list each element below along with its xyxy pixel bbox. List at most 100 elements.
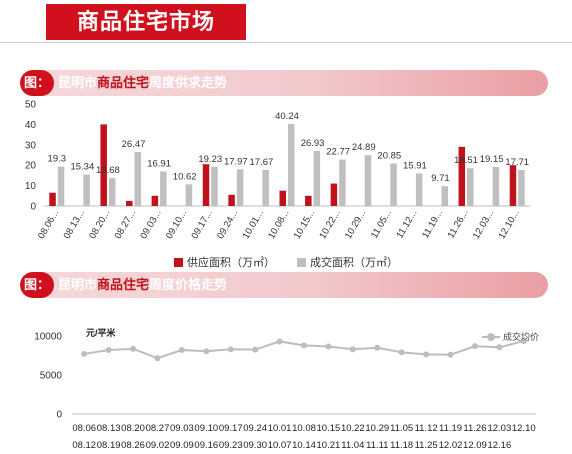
price-point — [374, 344, 381, 351]
x-tick-label-end: 12.02 — [439, 440, 463, 451]
price-point — [276, 338, 283, 345]
transaction-data-label: 26.93 — [301, 138, 325, 149]
supply-bar — [458, 146, 466, 206]
transaction-data-label: 17.67 — [250, 157, 274, 168]
x-tick-label-start: 08.06 — [72, 423, 96, 434]
x-tick-label-end: 08.12 — [72, 440, 96, 451]
transaction-bar — [492, 166, 500, 206]
legend-swatch-supply — [174, 257, 183, 267]
transaction-data-label: 19.3 — [48, 154, 67, 165]
price-point — [203, 348, 210, 355]
supply-bar — [279, 190, 286, 206]
transaction-bar — [415, 173, 423, 206]
legend-item-transaction: 成交面积（万㎡） — [297, 254, 398, 270]
x-tick-label-start: 11.12 — [415, 423, 438, 434]
supply-demand-bar-chart: 0102030405019.308.06...15.3408.13...13.6… — [25, 100, 530, 241]
supply-bar — [49, 192, 56, 206]
transaction-data-label: 13.68 — [96, 165, 120, 176]
transaction-bar — [185, 184, 193, 206]
title-highlight: 商品住宅 — [97, 277, 150, 292]
section-badge: 图： — [20, 272, 54, 298]
transaction-bar — [134, 152, 142, 206]
price-section-title: 昆明市商品住宅周度价格走势 — [58, 272, 227, 298]
x-tick-label-end: 09.09 — [170, 440, 194, 451]
legend-item-supply: 供应面积（万㎡） — [174, 254, 275, 270]
transaction-data-label: 17.71 — [505, 157, 529, 168]
transaction-bar — [288, 123, 295, 206]
y-tick-label: 40 — [25, 120, 37, 131]
price-point — [154, 355, 161, 362]
x-tick-label-start: 08.13 — [97, 423, 121, 434]
x-tick-label-start: 11.19 — [439, 423, 462, 434]
price-point — [398, 349, 405, 356]
x-tick-label-end: 09.23 — [219, 440, 243, 451]
transaction-data-label: 19.15 — [480, 154, 504, 165]
y-tick-label: 0 — [30, 202, 36, 213]
x-tick-label-start: 09.03 — [170, 423, 194, 434]
x-tick-label-start: 11.05 — [390, 423, 413, 434]
supply-bar — [330, 183, 338, 206]
transaction-data-label: 16.91 — [147, 159, 171, 170]
x-tick-label-start: 09.10 — [194, 423, 218, 434]
title-prefix: 昆明市 — [58, 277, 98, 292]
price-point — [252, 346, 259, 353]
x-tick-label-end: 08.26 — [121, 440, 145, 451]
supply-demand-section-title: 昆明市商品住宅周度供求走势 — [58, 70, 227, 96]
supply-bar — [509, 165, 517, 206]
supply-bar — [202, 164, 210, 206]
price-point — [301, 342, 307, 349]
transaction-bar — [441, 186, 448, 206]
price-point — [81, 350, 88, 357]
x-tick-label-end: 09.02 — [146, 440, 170, 451]
legend-label-price: 成交均价 — [503, 332, 540, 342]
transaction-data-label: 26.47 — [122, 139, 146, 150]
transaction-data-label: 20.85 — [377, 150, 401, 161]
x-tick-label-start: 10.29 — [365, 423, 389, 434]
title-highlight: 商品住宅 — [97, 75, 150, 90]
price-point — [130, 345, 137, 352]
price-point — [496, 344, 503, 351]
price-point — [471, 343, 478, 350]
y-tick-label: 30 — [25, 140, 37, 151]
x-tick-label-start: 10.08 — [292, 423, 316, 434]
x-tick-label-start: 10.15 — [317, 423, 341, 434]
y-tick-label: 0 — [56, 410, 62, 421]
y-tick-label: 10000 — [34, 332, 62, 343]
legend-label-supply: 供应面积（万㎡） — [187, 257, 275, 269]
price-section-header: 图： 昆明市商品住宅周度价格走势 — [20, 272, 548, 298]
transaction-bar — [236, 169, 244, 206]
y-tick-label: 20 — [25, 161, 37, 172]
x-tick-label-end: 12.16 — [487, 440, 511, 451]
transaction-data-label: 19.23 — [198, 154, 222, 165]
transaction-bar — [57, 166, 65, 206]
supply-bar — [126, 200, 133, 206]
supply-demand-section-header: 图： 昆明市商品住宅周度供求走势 — [20, 70, 548, 96]
transaction-data-label: 9.71 — [431, 173, 450, 184]
x-tick-label-end: 11.25 — [415, 440, 438, 451]
bar-chart-legend: 供应面积（万㎡） 成交面积（万㎡） — [0, 254, 572, 270]
price-chart-legend: 成交均价 — [482, 330, 539, 343]
transaction-bar — [518, 169, 525, 206]
transaction-bar — [160, 171, 167, 206]
transaction-data-label: 15.91 — [403, 161, 427, 172]
legend-label-transaction: 成交面积（万㎡） — [310, 257, 398, 269]
x-tick-label-start: 08.27 — [146, 423, 170, 434]
transaction-bar — [467, 168, 474, 206]
y-tick-label: 5000 — [40, 371, 63, 382]
price-point — [178, 347, 185, 354]
x-tick-label-end: 08.19 — [97, 440, 121, 451]
price-point — [520, 338, 527, 345]
supply-bar — [100, 124, 107, 206]
transaction-bar — [339, 159, 346, 206]
x-tick-label-start: 08.20 — [121, 423, 145, 434]
x-tick-label-end: 09.30 — [243, 440, 267, 451]
page-title: 商品住宅市场 — [46, 4, 246, 40]
price-unit-label: 元/平米 — [86, 328, 116, 338]
y-tick-label: 10 — [25, 181, 37, 192]
x-tick-label-end: 10.14 — [292, 440, 316, 451]
transaction-bar — [83, 174, 90, 206]
transaction-bar — [313, 151, 321, 206]
price-point — [105, 347, 112, 354]
x-tick-label-start: 09.24 — [243, 423, 267, 434]
